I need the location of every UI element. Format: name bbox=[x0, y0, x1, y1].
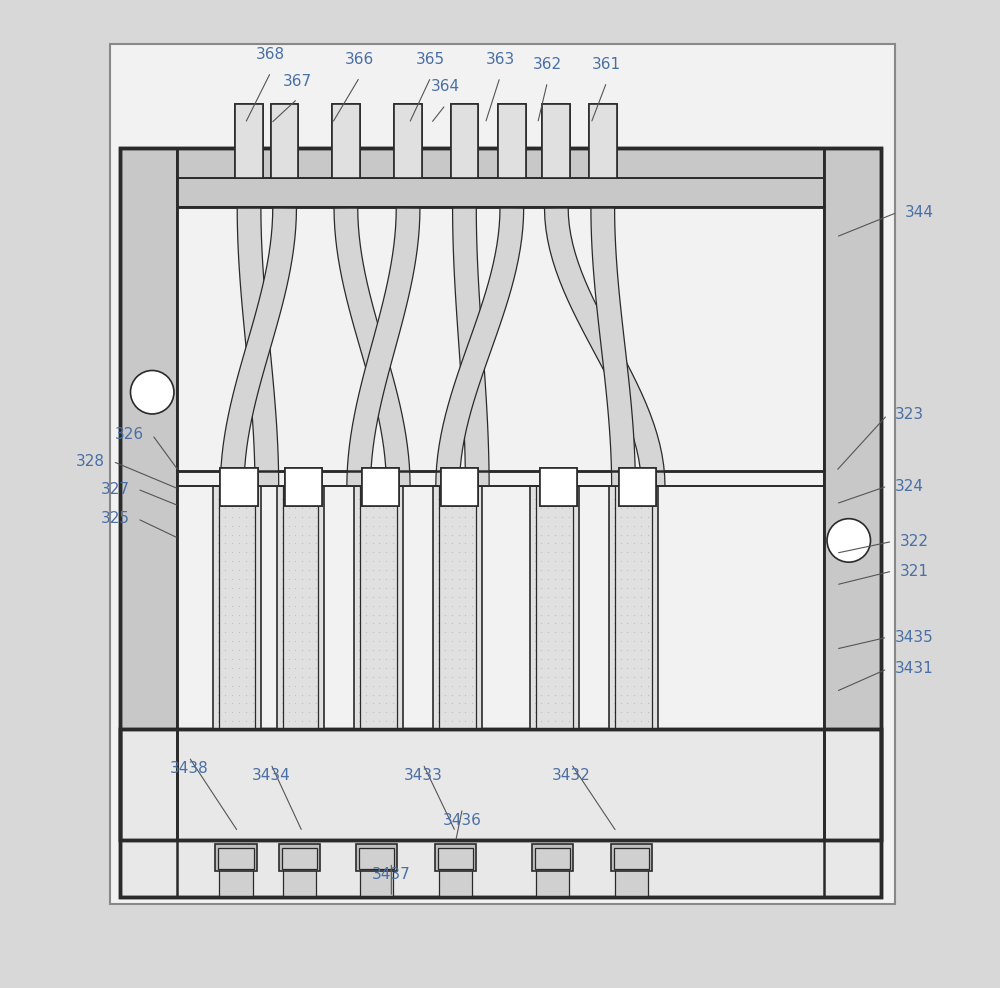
Bar bbox=[441, 468, 478, 506]
Text: 324: 324 bbox=[895, 478, 924, 494]
Bar bbox=[540, 468, 577, 506]
Text: 328: 328 bbox=[76, 453, 105, 469]
Bar bbox=[438, 848, 473, 869]
Text: 3435: 3435 bbox=[895, 629, 934, 645]
Text: 363: 363 bbox=[485, 51, 515, 67]
Bar bbox=[120, 148, 177, 840]
Bar bbox=[283, 860, 316, 897]
Text: 3432: 3432 bbox=[552, 768, 591, 783]
Text: 3436: 3436 bbox=[443, 812, 482, 828]
Bar bbox=[362, 468, 399, 506]
Bar bbox=[451, 104, 478, 178]
Text: 3438: 3438 bbox=[169, 761, 208, 777]
Text: 366: 366 bbox=[345, 51, 374, 67]
Bar bbox=[359, 848, 394, 869]
Text: 344: 344 bbox=[905, 205, 934, 220]
Bar bbox=[619, 468, 656, 506]
Bar bbox=[110, 44, 895, 904]
Bar bbox=[220, 468, 258, 506]
Bar bbox=[218, 848, 254, 869]
Text: 3433: 3433 bbox=[403, 768, 442, 783]
Bar bbox=[356, 844, 397, 871]
Bar bbox=[282, 848, 317, 869]
Polygon shape bbox=[544, 207, 665, 486]
Bar bbox=[439, 860, 472, 897]
Bar bbox=[824, 148, 881, 840]
Bar bbox=[235, 104, 263, 178]
Bar bbox=[110, 44, 895, 904]
Polygon shape bbox=[591, 207, 635, 486]
Polygon shape bbox=[220, 207, 296, 486]
Bar bbox=[215, 844, 257, 871]
Bar bbox=[220, 468, 258, 506]
Polygon shape bbox=[530, 486, 579, 729]
Polygon shape bbox=[347, 207, 420, 486]
Bar bbox=[619, 468, 656, 506]
Bar bbox=[285, 468, 322, 506]
Text: 327: 327 bbox=[100, 481, 129, 497]
Bar bbox=[589, 104, 617, 178]
Bar bbox=[279, 844, 320, 871]
Bar bbox=[498, 104, 526, 178]
Polygon shape bbox=[453, 207, 489, 486]
Polygon shape bbox=[334, 207, 410, 486]
Text: 367: 367 bbox=[283, 73, 312, 89]
Text: 3437: 3437 bbox=[372, 866, 411, 882]
Bar bbox=[614, 848, 649, 869]
Bar bbox=[394, 104, 422, 178]
Circle shape bbox=[130, 370, 174, 414]
Text: 362: 362 bbox=[533, 56, 562, 72]
Bar bbox=[542, 104, 570, 178]
Bar bbox=[532, 844, 573, 871]
Bar bbox=[535, 848, 570, 869]
Bar bbox=[120, 148, 881, 840]
Text: 3434: 3434 bbox=[251, 768, 290, 783]
Polygon shape bbox=[433, 486, 482, 729]
Bar bbox=[451, 104, 478, 178]
Bar bbox=[615, 860, 648, 897]
Polygon shape bbox=[213, 486, 261, 729]
Text: 323: 323 bbox=[895, 407, 924, 423]
Bar bbox=[542, 104, 570, 178]
Bar bbox=[394, 104, 422, 178]
Bar bbox=[235, 104, 263, 178]
Bar bbox=[540, 468, 577, 506]
Bar bbox=[120, 729, 881, 897]
Text: 322: 322 bbox=[900, 534, 929, 549]
Bar bbox=[536, 860, 569, 897]
Bar bbox=[219, 860, 253, 897]
Polygon shape bbox=[354, 486, 403, 729]
Bar bbox=[271, 104, 298, 178]
Text: 365: 365 bbox=[416, 51, 445, 67]
Text: 325: 325 bbox=[100, 511, 129, 527]
Bar bbox=[120, 729, 881, 897]
Bar bbox=[498, 104, 526, 178]
Polygon shape bbox=[609, 486, 658, 729]
Text: 326: 326 bbox=[115, 427, 144, 443]
Bar bbox=[589, 104, 617, 178]
Bar bbox=[177, 148, 824, 207]
Bar bbox=[435, 844, 476, 871]
Bar bbox=[332, 104, 360, 178]
Polygon shape bbox=[277, 486, 324, 729]
Text: 368: 368 bbox=[256, 46, 285, 62]
Bar bbox=[120, 148, 881, 840]
Bar bbox=[441, 468, 478, 506]
Bar bbox=[332, 104, 360, 178]
Text: 321: 321 bbox=[900, 563, 929, 579]
Text: 364: 364 bbox=[431, 79, 460, 95]
Text: 3431: 3431 bbox=[895, 661, 934, 677]
Bar bbox=[360, 860, 393, 897]
Circle shape bbox=[827, 519, 870, 562]
Bar bbox=[611, 844, 652, 871]
Bar bbox=[362, 468, 399, 506]
Bar bbox=[285, 468, 322, 506]
Text: 361: 361 bbox=[592, 56, 621, 72]
Polygon shape bbox=[237, 207, 279, 486]
Bar bbox=[271, 104, 298, 178]
Polygon shape bbox=[436, 207, 524, 486]
